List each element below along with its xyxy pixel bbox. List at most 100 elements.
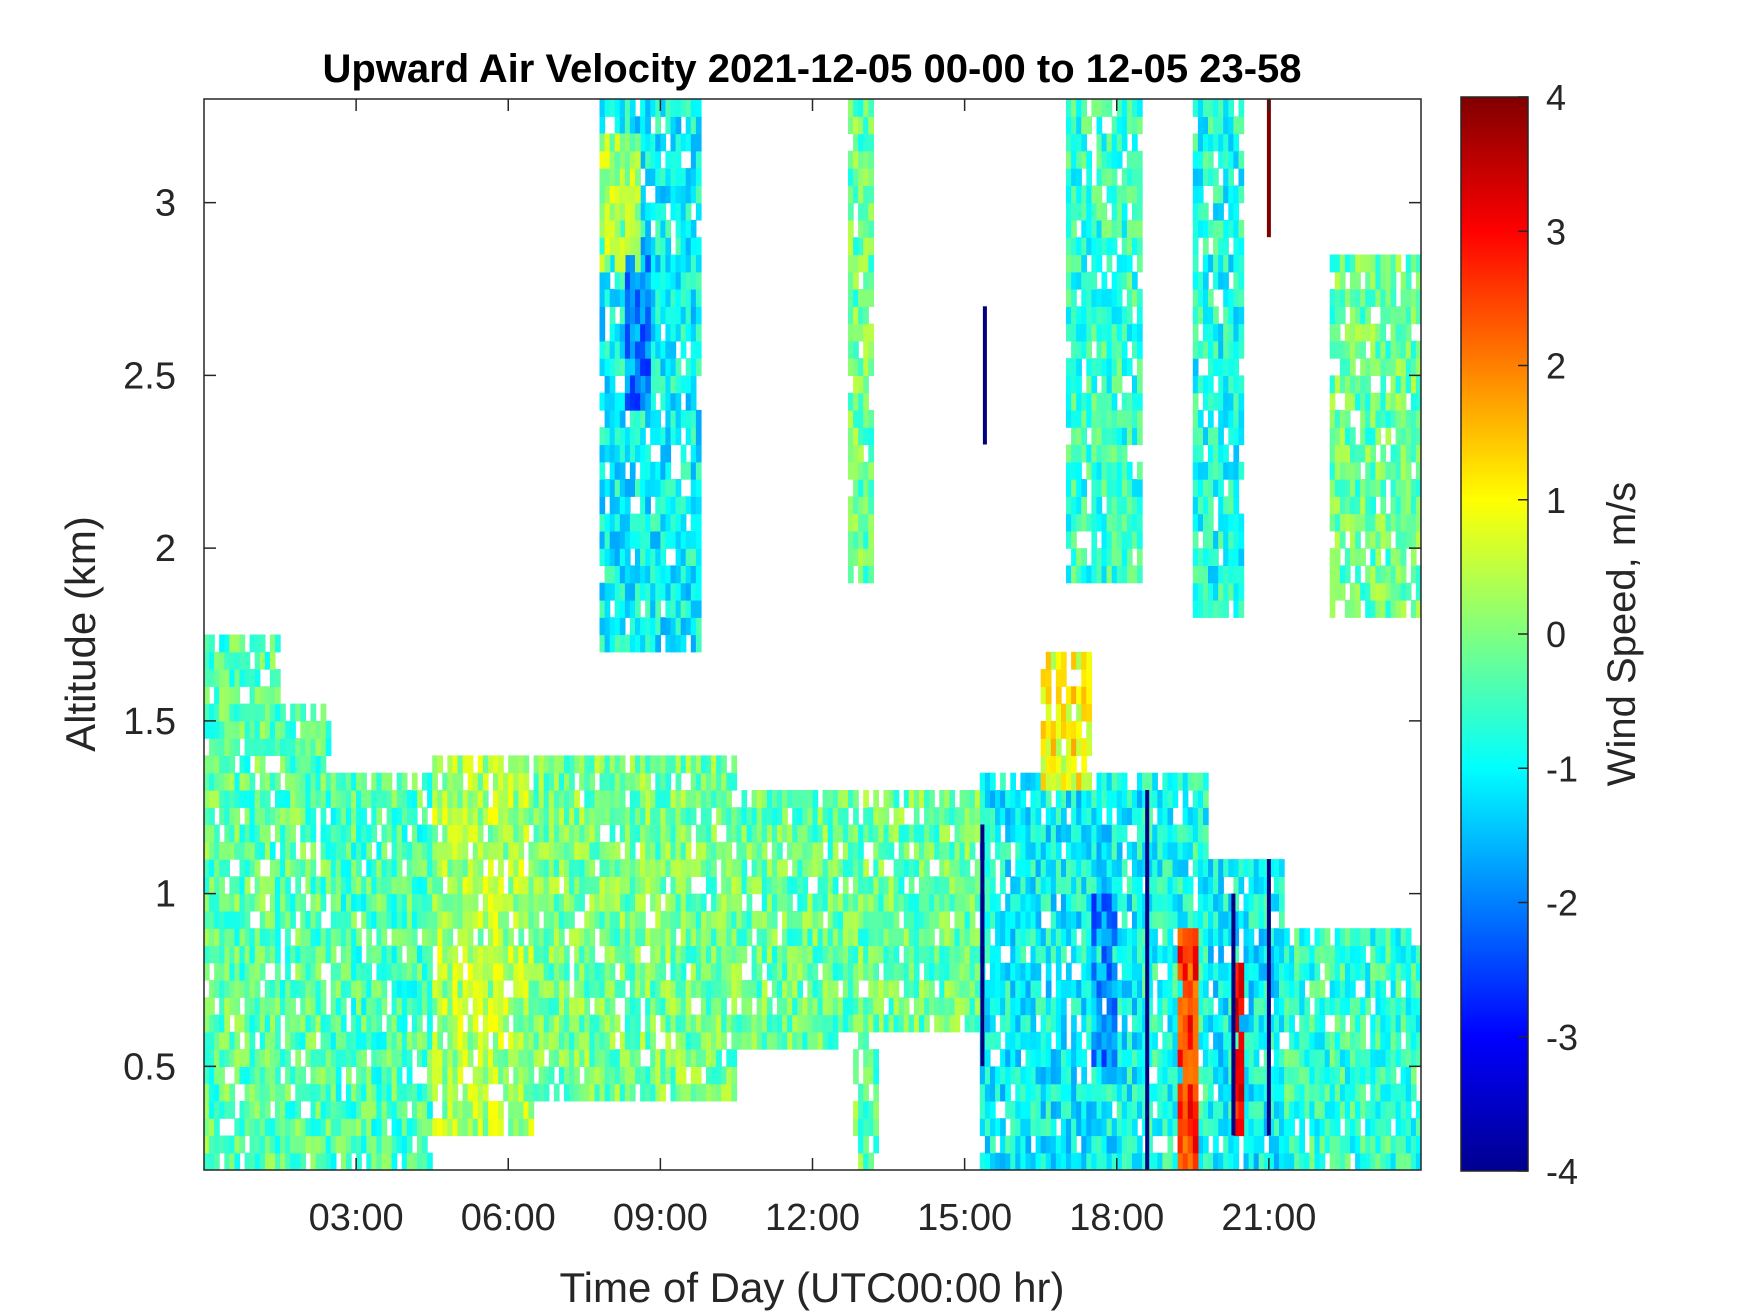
heatmap-cell: [665, 530, 672, 549]
heatmap-cell: [670, 254, 677, 273]
heatmap-cell: [528, 876, 535, 895]
heatmap-cell: [244, 945, 251, 964]
heatmap-cell: [548, 824, 555, 843]
heatmap-cell: [1111, 980, 1118, 998]
heatmap-cell: [609, 323, 616, 342]
heatmap-cell: [695, 271, 702, 290]
heatmap-cell: [1010, 962, 1016, 981]
heatmap-cell: [244, 1066, 251, 1085]
heatmap-cell: [635, 375, 641, 394]
heatmap-cell: [1137, 807, 1143, 826]
heatmap-cell: [488, 1118, 494, 1137]
heatmap-cell: [716, 1066, 722, 1085]
heatmap-cell: [645, 444, 651, 463]
heatmap-cell: [635, 409, 641, 428]
heatmap-cell: [908, 910, 915, 929]
heatmap-cell: [229, 1049, 236, 1067]
heatmap-cell: [695, 237, 702, 256]
heatmap-cell: [1015, 1066, 1021, 1085]
heatmap-cell: [853, 340, 859, 359]
heatmap-cell: [1071, 893, 1077, 912]
heatmap-cell: [401, 807, 408, 826]
heatmap-cell: [320, 1083, 327, 1102]
heatmap-cell: [564, 1066, 570, 1085]
heatmap-cell: [771, 893, 778, 912]
heatmap-cell: [356, 1014, 362, 1033]
heatmap-cell: [695, 824, 702, 843]
heatmap-cell: [599, 392, 606, 411]
heatmap-cell: [619, 634, 626, 653]
heatmap-cell: [1279, 945, 1285, 964]
heatmap-cell: [771, 945, 778, 964]
heatmap-cell: [665, 289, 672, 307]
heatmap-cell: [1192, 1152, 1199, 1170]
heatmap-cell: [457, 1049, 464, 1067]
heatmap-cell: [488, 980, 494, 998]
heatmap-cell: [670, 876, 677, 895]
heatmap-cell: [340, 1049, 347, 1067]
heatmap-cell: [340, 997, 347, 1016]
heatmap-cell: [675, 306, 682, 325]
heatmap-cell: [346, 824, 352, 843]
heatmap-cell: [1005, 1049, 1011, 1067]
heatmap-cell: [1167, 1118, 1174, 1137]
heatmap-cell: [1192, 1118, 1199, 1137]
heatmap-cell: [635, 513, 641, 532]
heatmap-cell: [422, 841, 428, 860]
heatmap-cell: [1000, 1135, 1006, 1154]
heatmap-cell: [1137, 997, 1143, 1016]
heatmap-cell: [690, 323, 697, 342]
heatmap-cell: [609, 876, 616, 895]
heatmap-cell: [285, 841, 291, 860]
heatmap-cell: [924, 807, 930, 826]
heatmap-cell: [488, 928, 494, 947]
heatmap-cell: [690, 116, 697, 135]
heatmap-cell: [508, 1031, 514, 1050]
heatmap-cell: [624, 306, 631, 325]
heatmap-cell: [300, 997, 306, 1016]
heatmap-cell: [1096, 945, 1103, 964]
heatmap-cell: [954, 859, 961, 877]
heatmap-cell: [564, 1049, 570, 1067]
heatmap-cell: [913, 997, 920, 1016]
heatmap-cell: [614, 289, 621, 307]
heatmap-cell: [716, 790, 722, 808]
heatmap-cell: [1035, 928, 1042, 947]
heatmap-cell: [482, 755, 489, 774]
heatmap-cell: [1055, 945, 1062, 964]
heatmap-cell: [645, 772, 651, 791]
heatmap-cell: [913, 980, 920, 998]
heatmap-cell: [645, 375, 651, 394]
heatmap-cell: [777, 876, 783, 895]
heatmap-cell: [898, 841, 905, 860]
heatmap-cell: [264, 1014, 271, 1033]
heatmap-cell: [848, 323, 854, 342]
heatmap-cell: [858, 1118, 864, 1137]
heatmap-cell: [792, 997, 798, 1016]
heatmap-cell: [564, 997, 570, 1016]
heatmap-cell: [543, 910, 550, 929]
heatmap-cell: [569, 876, 575, 895]
heatmap-cell: [944, 1014, 950, 1033]
heatmap-cell: [853, 306, 859, 325]
heatmap-cell: [508, 962, 514, 981]
heatmap-cell: [538, 928, 545, 947]
heatmap-cell: [538, 807, 545, 826]
heatmap-cell: [853, 133, 859, 152]
heatmap-cell: [300, 772, 306, 791]
heatmap-cell: [680, 530, 687, 549]
heatmap-cell: [467, 980, 474, 998]
heatmap-cell: [275, 686, 281, 705]
heatmap-cell: [528, 1031, 535, 1050]
heatmap-cell: [234, 997, 241, 1016]
heatmap-cell: [1096, 893, 1103, 912]
heatmap-cell: [411, 893, 418, 912]
heatmap-cell: [219, 945, 225, 964]
heatmap-cell: [599, 859, 606, 877]
heatmap-cell: [1111, 928, 1118, 947]
heatmap-cell: [452, 1083, 459, 1102]
heatmap-cell: [406, 807, 413, 826]
heatmap-cell: [1273, 980, 1280, 998]
heatmap-cell: [1121, 1083, 1128, 1102]
heatmap-cell: [1263, 1031, 1270, 1050]
